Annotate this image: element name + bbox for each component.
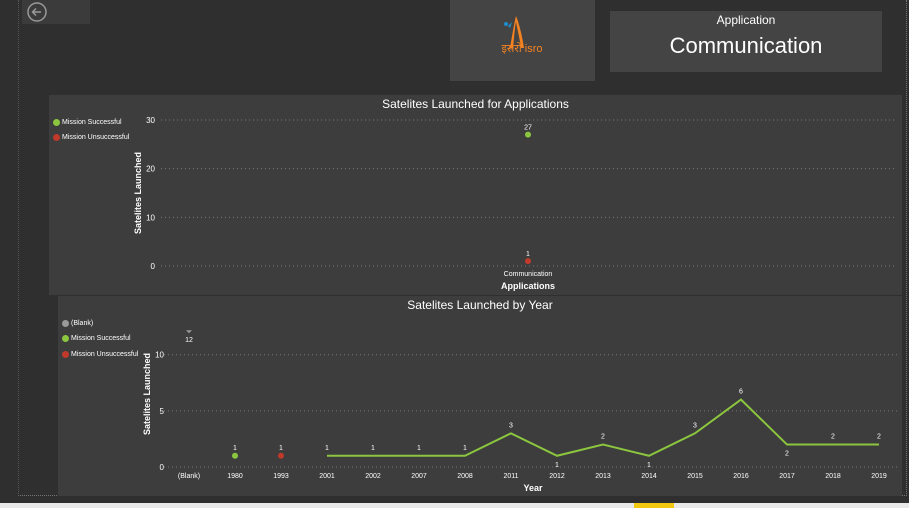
legend-item-blank[interactable]: (Blank) — [62, 320, 93, 327]
y-tick-label: 0 — [160, 463, 165, 472]
y-tick-label: 30 — [146, 116, 155, 125]
y-tick-label: 5 — [160, 407, 165, 416]
page-tabs-strip — [0, 503, 909, 508]
application-card: Application Communication — [610, 11, 882, 72]
chart-title: Satelites Launched for Applications — [382, 97, 569, 111]
x-tick-label: 2001 — [319, 473, 335, 480]
x-tick-label: 2016 — [733, 473, 749, 480]
x-tick-label: 1993 — [273, 473, 289, 480]
logo-text: इसरो isro — [502, 42, 543, 55]
legend-item-successful[interactable]: Mission Successful — [62, 335, 131, 342]
back-arrow-icon — [27, 2, 47, 22]
applications-chart-panel: Satelites Launched for Applications Miss… — [49, 95, 902, 295]
x-tick-label: (Blank) — [178, 473, 200, 480]
data-label: 1 — [463, 445, 467, 452]
data-point — [278, 452, 284, 459]
legend-item-unsuccessful[interactable]: Mission Unsuccessful — [53, 134, 129, 141]
x-tick-label: 2014 — [641, 473, 657, 480]
data-label: 2 — [831, 434, 835, 441]
data-label: 1 — [647, 462, 651, 469]
y-tick-label: 10 — [155, 351, 164, 360]
y-axis-label: Satelites Launched — [133, 152, 143, 234]
x-tick-label: 2013 — [595, 473, 611, 480]
x-tick-label: 2002 — [365, 473, 381, 480]
legend-dot — [53, 134, 60, 141]
logo-card: इसरो isro — [450, 0, 595, 81]
data-label: 2 — [877, 434, 881, 441]
data-label: 1 — [279, 445, 283, 452]
data-label: 2 — [601, 434, 605, 441]
series-line — [327, 398, 879, 457]
legend-label: Mission Unsuccessful — [71, 351, 139, 358]
x-tick-label: 2018 — [825, 473, 841, 480]
data-label: 6 — [739, 389, 743, 396]
x-tick-label: 2015 — [687, 473, 703, 480]
data-point — [186, 330, 192, 334]
data-point — [232, 452, 238, 459]
legend-label: (Blank) — [71, 320, 94, 327]
y-axis-label: Satelites Launched — [142, 353, 152, 435]
data-label: 1 — [233, 445, 237, 452]
legend-item-successful[interactable]: Mission Successful — [53, 119, 122, 126]
data-label: 1 — [555, 462, 559, 469]
legend-label: Mission Successful — [71, 335, 131, 342]
active-page-tab[interactable] — [634, 503, 674, 508]
x-axis-label: Year — [523, 483, 543, 493]
y-tick-label: 20 — [146, 165, 155, 174]
legend-label: Mission Successful — [62, 119, 122, 126]
isro-logo-icon: इसरो isro — [502, 16, 543, 55]
x-tick-label: 2007 — [411, 473, 427, 480]
x-tick-label: 2012 — [549, 473, 565, 480]
y-tick-label: 10 — [146, 213, 155, 222]
data-label: 3 — [509, 422, 513, 429]
data-label: 3 — [693, 422, 697, 429]
application-label: Application — [716, 13, 776, 27]
x-tick-label: Communication — [504, 271, 553, 278]
legend-dot — [62, 335, 69, 342]
application-value: Communication — [669, 33, 823, 58]
data-point — [525, 258, 531, 265]
data-label: 1 — [371, 445, 375, 452]
x-tick-label: 2017 — [779, 473, 795, 480]
back-button[interactable] — [22, 0, 90, 24]
data-point — [525, 131, 531, 138]
data-label: 1 — [417, 445, 421, 452]
legend-dot — [62, 351, 69, 358]
year-chart-panel: Satelites Launched by Year (Blank) Missi… — [58, 296, 902, 496]
x-tick-label: 1980 — [227, 473, 243, 480]
x-tick-label: 2008 — [457, 473, 473, 480]
x-tick-label: 2019 — [871, 473, 887, 480]
applications-chart: 0 10 20 30 Satelites Launched Communication Ap… — [133, 116, 897, 291]
legend-dot — [53, 119, 60, 126]
legend-dot — [62, 320, 69, 327]
chart-title: Satelites Launched by Year — [407, 298, 553, 312]
legend-item-unsuccessful[interactable]: Mission Unsuccessful — [62, 351, 138, 358]
data-label: 27 — [524, 125, 532, 132]
data-label: 1 — [526, 251, 530, 258]
data-label: 2 — [785, 451, 789, 458]
legend-label: Mission Unsuccessful — [62, 134, 130, 141]
y-tick-label: 0 — [151, 262, 156, 271]
x-axis-label: Applications — [501, 281, 555, 291]
data-label: 1 — [325, 445, 329, 452]
data-label: 12 — [185, 337, 193, 344]
x-tick-label: 2011 — [503, 473, 518, 480]
